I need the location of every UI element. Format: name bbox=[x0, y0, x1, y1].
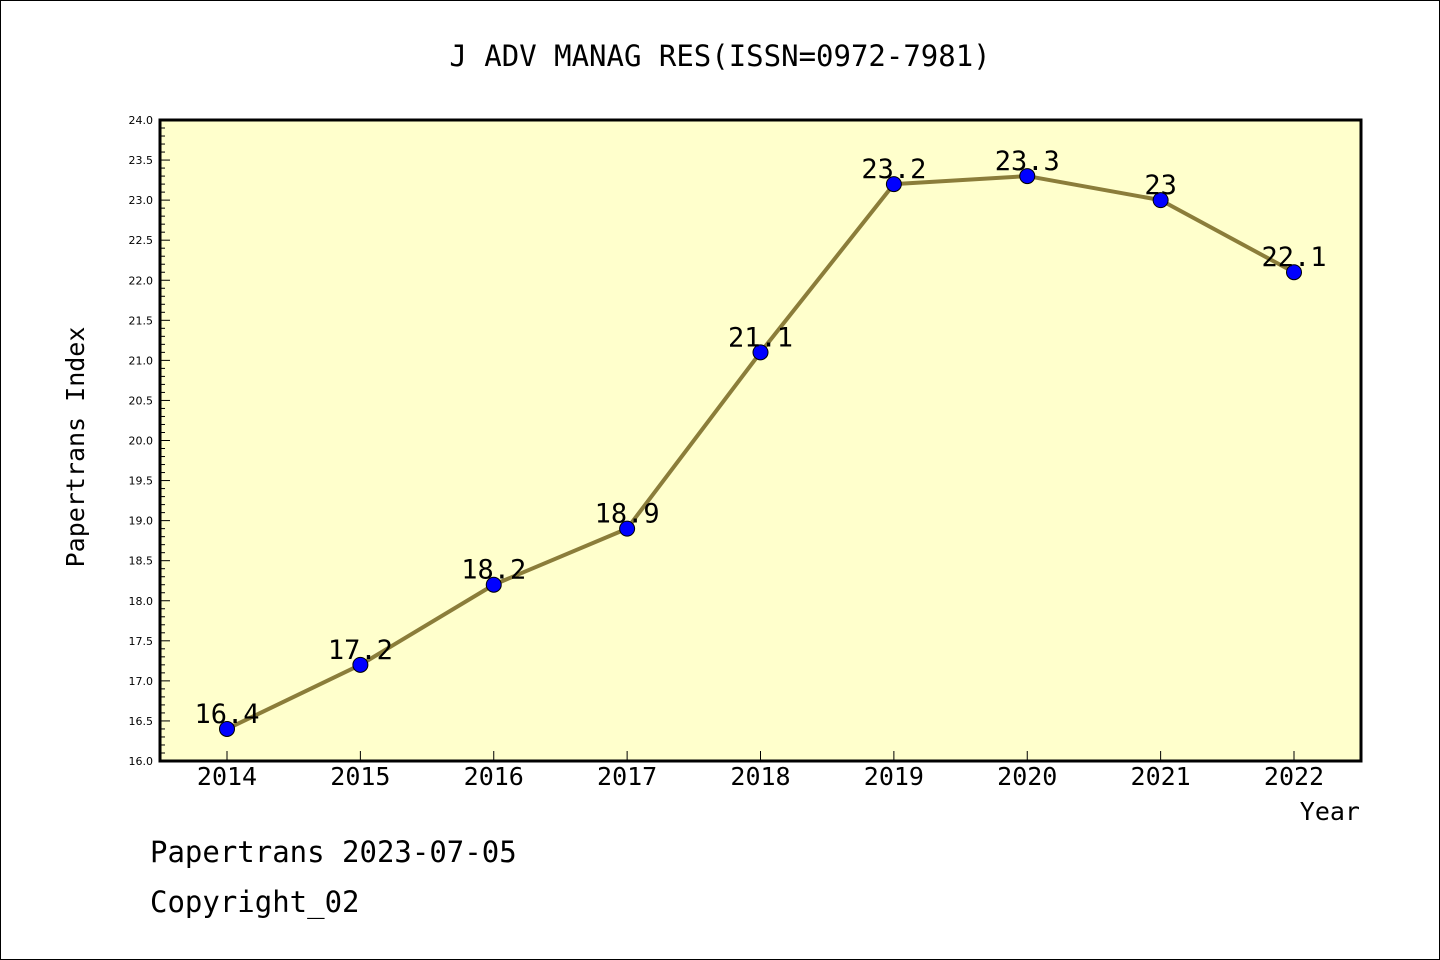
data-points bbox=[219, 168, 1302, 737]
data-labels: 16.4 17.2 18.2 18.9 21.1 23.2 23.3 23 22.1 bbox=[194, 146, 1326, 730]
y-tick-label: 23.0 bbox=[129, 194, 154, 207]
data-point bbox=[1286, 264, 1302, 281]
data-label: 21.1 bbox=[728, 322, 793, 353]
y-tick-label: 18.5 bbox=[129, 555, 154, 568]
footer-date-line: Papertrans 2023-07-05 bbox=[150, 835, 517, 869]
x-tick-label: 2022 bbox=[1264, 762, 1324, 791]
data-point bbox=[219, 720, 235, 737]
data-label: 18.2 bbox=[461, 555, 526, 586]
y-tick-label: 19.0 bbox=[129, 515, 154, 528]
data-point bbox=[752, 344, 769, 361]
data-label: 17.2 bbox=[328, 635, 393, 666]
data-point bbox=[619, 520, 636, 537]
x-tick-label: 2017 bbox=[597, 762, 657, 791]
data-point bbox=[1152, 192, 1169, 209]
plot-area bbox=[160, 120, 1361, 761]
data-point bbox=[485, 576, 502, 593]
data-label: 22.1 bbox=[1261, 242, 1326, 273]
y-tick-label: 16.0 bbox=[129, 755, 154, 768]
data-label: 18.9 bbox=[595, 499, 660, 530]
x-tick-label: 2019 bbox=[864, 762, 924, 791]
y-tick-label: 22.5 bbox=[129, 234, 154, 247]
x-axis-label: Year bbox=[1300, 797, 1360, 826]
y-tick-label: 23.5 bbox=[129, 154, 154, 167]
data-point bbox=[885, 176, 902, 193]
data-label: 23.3 bbox=[995, 146, 1060, 177]
y-tick-label: 24.0 bbox=[129, 114, 154, 127]
chart-title: J ADV MANAG RES(ISSN=0972-7981) bbox=[449, 39, 990, 73]
y-tick-label: 21.0 bbox=[129, 354, 154, 367]
x-tick-label: 2015 bbox=[330, 762, 390, 791]
x-tick-label: 2018 bbox=[730, 762, 790, 791]
y-tick-label: 17.5 bbox=[129, 635, 154, 648]
y-tick-label: 19.5 bbox=[129, 475, 154, 488]
data-label: 23 bbox=[1144, 170, 1177, 201]
data-label: 23.2 bbox=[861, 154, 926, 185]
x-tick-label: 2016 bbox=[464, 762, 524, 791]
x-tick-label: 2020 bbox=[997, 762, 1057, 791]
y-axis-label: Papertrans Index bbox=[61, 327, 90, 568]
data-point bbox=[352, 656, 369, 673]
data-label: 16.4 bbox=[194, 699, 259, 730]
y-tick-label: 18.0 bbox=[129, 595, 154, 608]
x-axis: 2014 2015 2016 2017 2018 2019 2020 2021 2022 bbox=[197, 751, 1324, 791]
data-point bbox=[1019, 168, 1036, 185]
y-tick-label: 20.0 bbox=[129, 435, 154, 448]
plot-border bbox=[158, 118, 1363, 763]
y-tick-label: 17.0 bbox=[129, 675, 154, 688]
x-tick-label: 2014 bbox=[197, 762, 257, 791]
y-tick-label: 21.5 bbox=[129, 314, 154, 327]
y-tick-label: 22.0 bbox=[129, 274, 154, 287]
y-tick-label: 20.5 bbox=[129, 394, 154, 407]
y-axis: 16.0 16.5 17.0 17.5 18.0 18.5 19.0 19.5 20.0 20.5… bbox=[129, 114, 170, 768]
x-tick-label: 2021 bbox=[1131, 762, 1191, 791]
footer-copyright: Copyright_02 bbox=[150, 885, 360, 919]
y-tick-label: 16.5 bbox=[129, 715, 154, 728]
